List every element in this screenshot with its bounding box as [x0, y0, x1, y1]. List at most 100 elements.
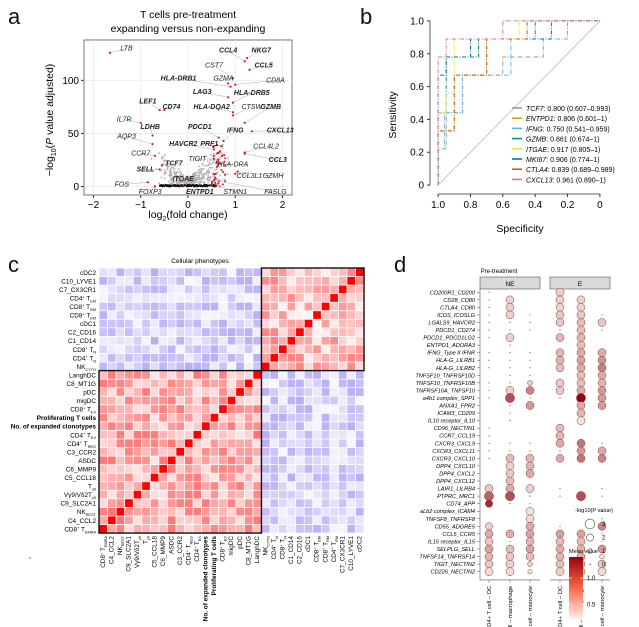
heatmap-cell [244, 311, 253, 319]
heatmap-cell [278, 294, 287, 302]
x-tick-label: −2 [88, 200, 100, 211]
heatmap-cell [159, 413, 167, 422]
heatmap-cell [287, 405, 296, 413]
data-point [207, 164, 210, 167]
heatmap-cell [261, 405, 270, 413]
heatmap-cell [142, 276, 150, 285]
heatmap-cell [184, 336, 193, 345]
heatmap-cell [193, 516, 202, 525]
diagonal-reference [437, 20, 601, 186]
heatmap-cell [338, 490, 347, 499]
label-leader [161, 163, 174, 166]
heatmap-cell [313, 430, 321, 439]
heatmap-cell [125, 482, 133, 490]
heatmap-cell [150, 490, 159, 499]
heatmap-cell [253, 353, 262, 362]
data-point [202, 185, 205, 188]
data-point-labeled [212, 157, 216, 161]
heatmap-cell [184, 268, 193, 277]
heatmap-cell [219, 311, 227, 319]
heatmap-cell [184, 516, 193, 525]
heatmap-cell [347, 465, 356, 473]
column-label: migDC [228, 536, 235, 556]
dot-point [601, 533, 603, 535]
row-label: IFNG_Type II IFNR [427, 351, 475, 357]
data-point [178, 175, 181, 178]
heatmap-cell [278, 439, 287, 448]
column-label: CD4+ T cell – macrophage [508, 586, 514, 627]
heatmap-cell [278, 276, 287, 285]
gene-label: IL7R [117, 117, 132, 124]
heatmap-cell [304, 388, 313, 396]
x-tick-label: 0.4 [528, 200, 542, 211]
label-leader [216, 185, 236, 193]
heatmap-cell [184, 276, 193, 285]
heatmap-cell [296, 319, 304, 328]
heatmap-cell [278, 285, 287, 294]
heatmap-cell [244, 507, 253, 516]
heatmap-cell [159, 516, 167, 525]
data-point [180, 181, 183, 184]
heatmap-cell [125, 345, 133, 354]
data-point [173, 168, 176, 171]
data-point [160, 176, 163, 179]
heatmap-cell [321, 276, 330, 285]
heatmap-cell [244, 396, 253, 405]
heatmap-cell [210, 319, 219, 328]
data-point [204, 185, 207, 188]
dot-point [529, 397, 531, 399]
heatmap-cell [116, 345, 125, 354]
column-label: CD8+ TEMRA [100, 536, 108, 568]
heatmap-cell [236, 371, 244, 379]
heatmap-cell [244, 439, 253, 448]
heatmap-cell [210, 345, 219, 354]
heatmap-cell [133, 336, 142, 345]
data-point-labeled [234, 172, 237, 175]
heatmap-cell [330, 328, 338, 336]
data-point-labeled [243, 152, 246, 155]
data-point [180, 175, 183, 178]
heatmap-cell [150, 379, 159, 388]
dot-point [576, 303, 586, 312]
dot-point [555, 318, 565, 327]
row-label: CXCR3_CXCL9 [435, 441, 475, 447]
data-point [212, 156, 214, 159]
heatmap-cell [278, 507, 287, 516]
data-point-labeled [231, 77, 235, 80]
heatmap-cell [116, 396, 125, 405]
data-point [211, 161, 214, 164]
legend-entry: MKI67: 0.906 (0.774–1) [526, 157, 600, 164]
heatmap-cell [219, 447, 227, 456]
heatmap-cell [116, 362, 125, 371]
heatmap-cell [287, 285, 296, 294]
heatmap-cell [125, 379, 133, 388]
heatmap-cell [184, 294, 193, 302]
data-point [197, 176, 199, 179]
heatmap-cell [107, 268, 116, 277]
heatmap-cell [338, 396, 347, 405]
heatmap-cell [107, 439, 116, 448]
heatmap-cell [176, 362, 185, 371]
data-point [161, 157, 163, 160]
dot-point [576, 371, 586, 380]
heatmap-cell [313, 456, 321, 465]
heatmap-cell [159, 336, 167, 345]
heatmap-cell [236, 465, 244, 473]
row-label: CD4+ TEM [70, 295, 96, 303]
data-point [209, 179, 211, 182]
heatmap-cell [296, 294, 304, 302]
heatmap-cell [133, 405, 142, 413]
heatmap-cell [244, 447, 253, 456]
heatmap-cell [261, 345, 270, 354]
heatmap-cell [278, 413, 287, 422]
heatmap-cell [270, 371, 279, 379]
heatmap-cell [253, 311, 262, 319]
heatmap-cell [304, 465, 313, 473]
heatmap-cell [150, 422, 159, 431]
heatmap-cell [176, 388, 185, 396]
row-label: C7_CX3CR1 [59, 287, 96, 294]
data-point-significant [213, 173, 216, 176]
data-point [209, 153, 212, 156]
heatmap-cell [347, 447, 356, 456]
heatmap-cell [176, 268, 185, 277]
